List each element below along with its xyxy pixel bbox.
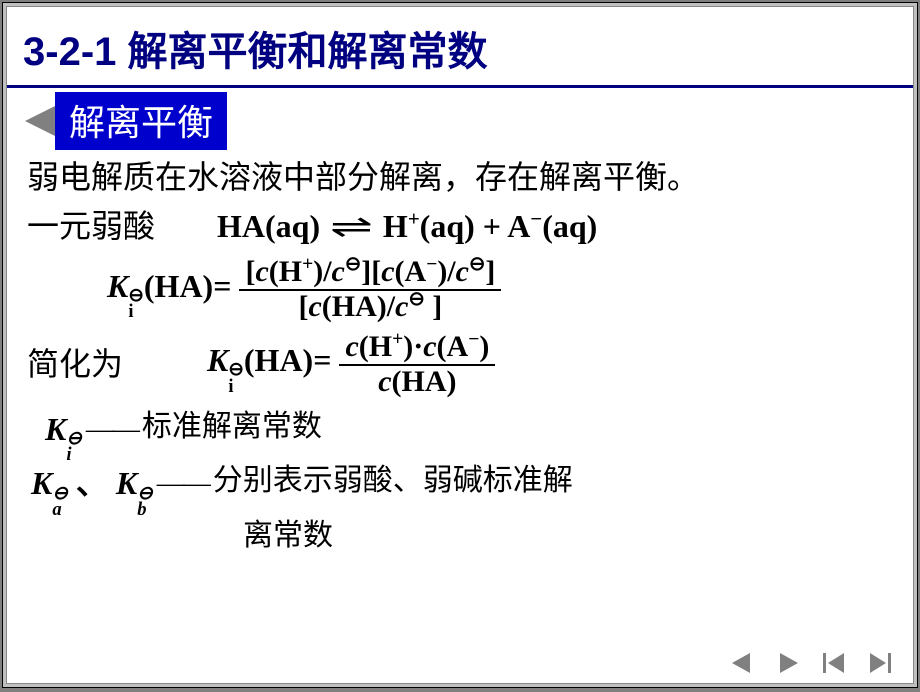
frac-den-simple: c(HA) <box>372 366 462 398</box>
ki-full-fraction: [c(H+)/c⊖][c(A−)/c⊖] [c(HA)/c⊖ ] <box>239 256 501 323</box>
definition-ki: K⊖i —— 标准解离常数 <box>27 408 893 458</box>
content-area: 弱电解质在水溶液中部分解离，存在解离平衡。 一元弱酸 HA(aq) ⇌ H+(a… <box>7 150 913 556</box>
dash: —— <box>86 408 138 449</box>
navigation-bar <box>727 651 895 675</box>
symbol-ka-kb: K⊖a 、 K⊖b <box>31 462 153 512</box>
nav-last-button[interactable] <box>865 651 895 675</box>
eq-body: HA(aq) ⇌ H+(aq) + A−(aq) <box>217 205 597 248</box>
frac-num: [c(H+)/c⊖][c(A−)/c⊖] <box>239 256 501 290</box>
eq-label-weak-acid: 一元弱酸 <box>27 205 177 248</box>
symbol-ki: K⊖i <box>45 408 82 458</box>
ki-simple-fraction: c(H+)·c(A−) c(HA) <box>339 331 495 398</box>
eq-rhs-h: H <box>383 208 408 244</box>
frac-den: [c(HA)/c⊖ ] <box>292 291 448 323</box>
equation-dissociation: 一元弱酸 HA(aq) ⇌ H+(aq) + A−(aq) <box>27 205 893 248</box>
slide-frame: 3-2-1 解离平衡和解离常数 解离平衡 弱电解质在水溶液中部分解离，存在解离平… <box>2 2 918 688</box>
definition-ka-kb: K⊖a 、 K⊖b —— 分别表示弱酸、弱碱标准解 <box>27 462 893 512</box>
def-kakb-text: 分别表示弱酸、弱碱标准解 <box>213 462 573 500</box>
equation-ki-full: K⊖i(HA)= [c(H+)/c⊖][c(A−)/c⊖] [c(HA)/c⊖ … <box>27 256 893 323</box>
def-kakb-line2-wrap: 离常数 <box>27 513 893 556</box>
ki-simple-lhs: K⊖i(HA)= <box>207 339 331 389</box>
equilibrium-arrow: ⇌ <box>330 205 373 248</box>
frac-num-simple: c(H+)·c(A−) <box>339 331 495 365</box>
nav-prev-button[interactable] <box>727 651 757 675</box>
nav-next-button[interactable] <box>773 651 803 675</box>
slide-body: 3-2-1 解离平衡和解离常数 解离平衡 弱电解质在水溶液中部分解离，存在解离平… <box>6 6 914 684</box>
dash: —— <box>157 462 209 503</box>
slide-title: 3-2-1 解离平衡和解离常数 <box>7 7 913 88</box>
intro-text: 弱电解质在水溶液中部分解离，存在解离平衡。 <box>27 156 893 199</box>
section-tag: 解离平衡 <box>55 92 227 150</box>
nav-first-button[interactable] <box>819 651 849 675</box>
ki-lhs: K⊖i(HA)= <box>107 265 231 315</box>
def-kakb-line2: 离常数 <box>243 519 333 552</box>
simplify-label: 简化为 <box>27 343 177 386</box>
equation-ki-simplified-row: 简化为 K⊖i(HA)= c(H+)·c(A−) c(HA) <box>27 331 893 398</box>
eq-lhs: HA(aq) <box>217 208 320 244</box>
def-ki-text: 标准解离常数 <box>142 408 322 446</box>
